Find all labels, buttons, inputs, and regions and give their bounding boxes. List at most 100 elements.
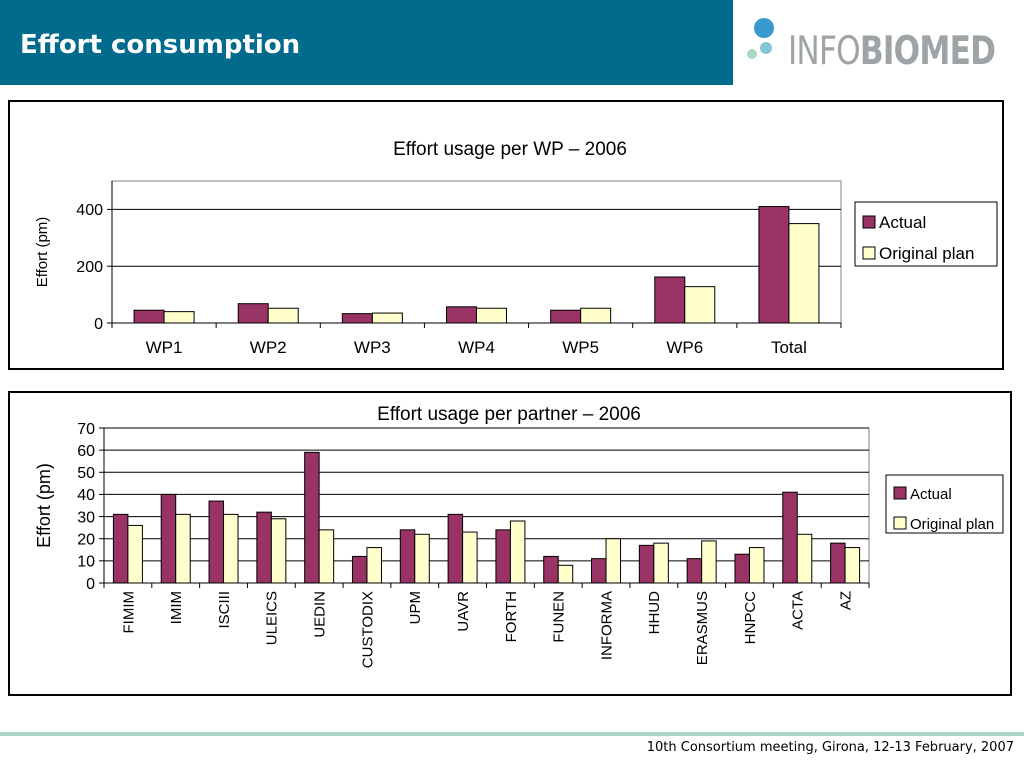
bar-actual (638, 544, 655, 584)
x-tick-label: UEDIN (312, 591, 329, 638)
y-tick-label: 400 (76, 202, 103, 219)
bar-actual (399, 529, 416, 584)
bar-actual (543, 555, 559, 584)
bar-plan (701, 540, 717, 584)
x-tick-label: AZ (837, 591, 854, 610)
x-tick-label: WP3 (354, 338, 391, 357)
bar-actual (447, 513, 464, 584)
logo-text-info: INFO (788, 29, 861, 74)
plot-area (111, 180, 842, 324)
bar-actual (256, 511, 272, 584)
bar-plan (414, 533, 430, 584)
legend-swatch-plan (862, 246, 876, 260)
bar-actual (758, 206, 790, 324)
bar-plan (318, 529, 335, 584)
bar-actual (591, 558, 607, 584)
bar-actual (782, 491, 798, 584)
bar-actual (208, 500, 225, 584)
bar-actual (351, 555, 368, 584)
x-tick-label: ERASMUS (694, 591, 711, 665)
bar-plan (844, 547, 861, 584)
chart-title: Effort usage per WP – 2006 (393, 139, 627, 160)
bar-actual (304, 451, 320, 584)
bar-actual (112, 513, 129, 584)
x-tick-label: HNPCC (742, 591, 759, 645)
bar-actual (686, 558, 703, 584)
x-tick-label: HHUD (646, 591, 663, 634)
bar-plan (684, 286, 716, 324)
bar-plan (748, 547, 765, 584)
chart-title: Effort usage per partner – 2006 (377, 404, 641, 425)
bar-plan (163, 311, 195, 324)
legend-label: Actual (879, 213, 926, 232)
bar-plan (127, 524, 143, 584)
y-tick-label: 10 (77, 554, 95, 571)
bar-plan (462, 531, 478, 584)
x-tick-label: ACTA (790, 591, 807, 630)
bar-actual (446, 306, 477, 324)
bar-plan (175, 513, 191, 584)
bar-plan (223, 513, 239, 584)
bar-plan (580, 307, 612, 324)
bar-actual (133, 309, 165, 324)
y-tick-label: 0 (86, 576, 95, 593)
x-tick-label: UPM (407, 591, 424, 624)
logo-dot-large (754, 18, 774, 38)
legend-label: Actual (910, 486, 952, 503)
bar-actual (495, 529, 511, 584)
legend-swatch-plan (893, 516, 907, 530)
legend-label: Original plan (910, 516, 994, 533)
legend-box (854, 201, 998, 267)
bar-plan (557, 564, 574, 584)
page-title: Effort consumption (20, 30, 301, 60)
bar-actual (654, 276, 686, 324)
x-tick-label: FORTH (503, 591, 520, 642)
x-tick-label: IMIM (168, 591, 185, 624)
legend-label: Original plan (879, 244, 974, 263)
logo-dot-small (747, 49, 757, 59)
logo-text: INFOBIOMED (788, 29, 996, 74)
x-tick-label: WP6 (666, 338, 703, 357)
bar-plan (788, 223, 820, 324)
x-tick-label: FUNEN (551, 591, 568, 643)
bar-actual (160, 493, 177, 584)
wp-effort-chart: Effort usage per WP – 2006 0 200 400 Effort … (8, 100, 1004, 370)
bar-actual (734, 553, 750, 584)
bar-plan (796, 533, 813, 584)
logo-text-biomed: BIOMED (859, 29, 996, 74)
bar-plan (476, 307, 507, 324)
bar-actual (341, 313, 373, 324)
y-tick-label: 40 (77, 487, 95, 504)
wp-effort-chart-svg: Effort usage per WP – 2006 0 200 400 Effort … (34, 139, 998, 357)
bar-plan (267, 307, 299, 324)
legend-swatch-actual (893, 486, 907, 500)
footer-text: 10th Consortium meeting, Girona, 12-13 F… (646, 740, 1014, 755)
x-tick-label: ISCIII (216, 591, 233, 629)
partner-effort-chart: Effort usage per partner – 2006 0 10 20 30 40… (8, 391, 1012, 696)
footer-divider (0, 732, 1024, 736)
y-tick-label: 50 (77, 465, 95, 482)
x-tick-label: UAVR (455, 591, 472, 632)
y-tick-label: 20 (77, 531, 95, 548)
x-tick-label: WP2 (250, 338, 287, 357)
title-bar: Effort consumption (0, 0, 733, 85)
x-tick-label: WP4 (458, 338, 495, 357)
bar-plan (270, 518, 287, 584)
bar-actual (237, 303, 269, 324)
bar-plan (653, 542, 669, 584)
y-tick-label: 60 (77, 443, 95, 460)
bar-plan (605, 538, 622, 584)
logo-dot-medium (760, 42, 772, 54)
bar-plan (366, 547, 382, 584)
x-tick-label: INFORMA (598, 591, 615, 660)
y-axis-label: Effort (pm) (34, 217, 51, 288)
bar-plan (371, 312, 403, 324)
x-tick-label: WP5 (562, 338, 599, 357)
partner-effort-chart-svg: Effort usage per partner – 2006 0 10 20 30 40… (34, 404, 1004, 668)
y-tick-label: 30 (77, 509, 95, 526)
bar-actual (550, 309, 582, 324)
x-tick-label: FIMIM (120, 591, 137, 634)
infobiomed-logo: INFOBIOMED (742, 12, 1014, 82)
bar-plan (509, 520, 526, 584)
y-tick-label: 70 (77, 421, 95, 438)
